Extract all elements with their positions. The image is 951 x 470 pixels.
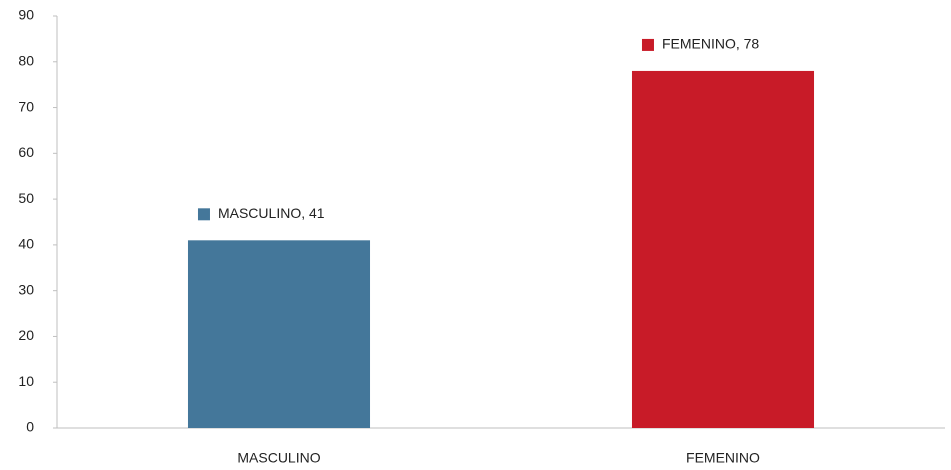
y-tick-label: 50 (18, 190, 34, 206)
x-tick-label: MASCULINO (237, 450, 320, 466)
y-tick-label: 40 (18, 236, 34, 252)
y-tick-label: 0 (26, 419, 34, 435)
data-label: MASCULINO, 41 (218, 205, 325, 221)
y-tick-label: 60 (18, 144, 34, 160)
x-tick-label: FEMENINO (686, 450, 760, 466)
y-tick-label: 80 (18, 52, 34, 68)
y-tick-label: 30 (18, 281, 34, 297)
y-tick-label: 70 (18, 98, 34, 114)
bar (187, 240, 371, 428)
data-label-key (641, 38, 654, 51)
y-tick-label: 90 (18, 7, 34, 23)
y-tick-label: 20 (18, 327, 34, 343)
bar (631, 70, 815, 428)
y-tick-label: 10 (18, 373, 34, 389)
data-label: FEMENINO, 78 (662, 36, 759, 52)
data-label-key (197, 208, 210, 221)
